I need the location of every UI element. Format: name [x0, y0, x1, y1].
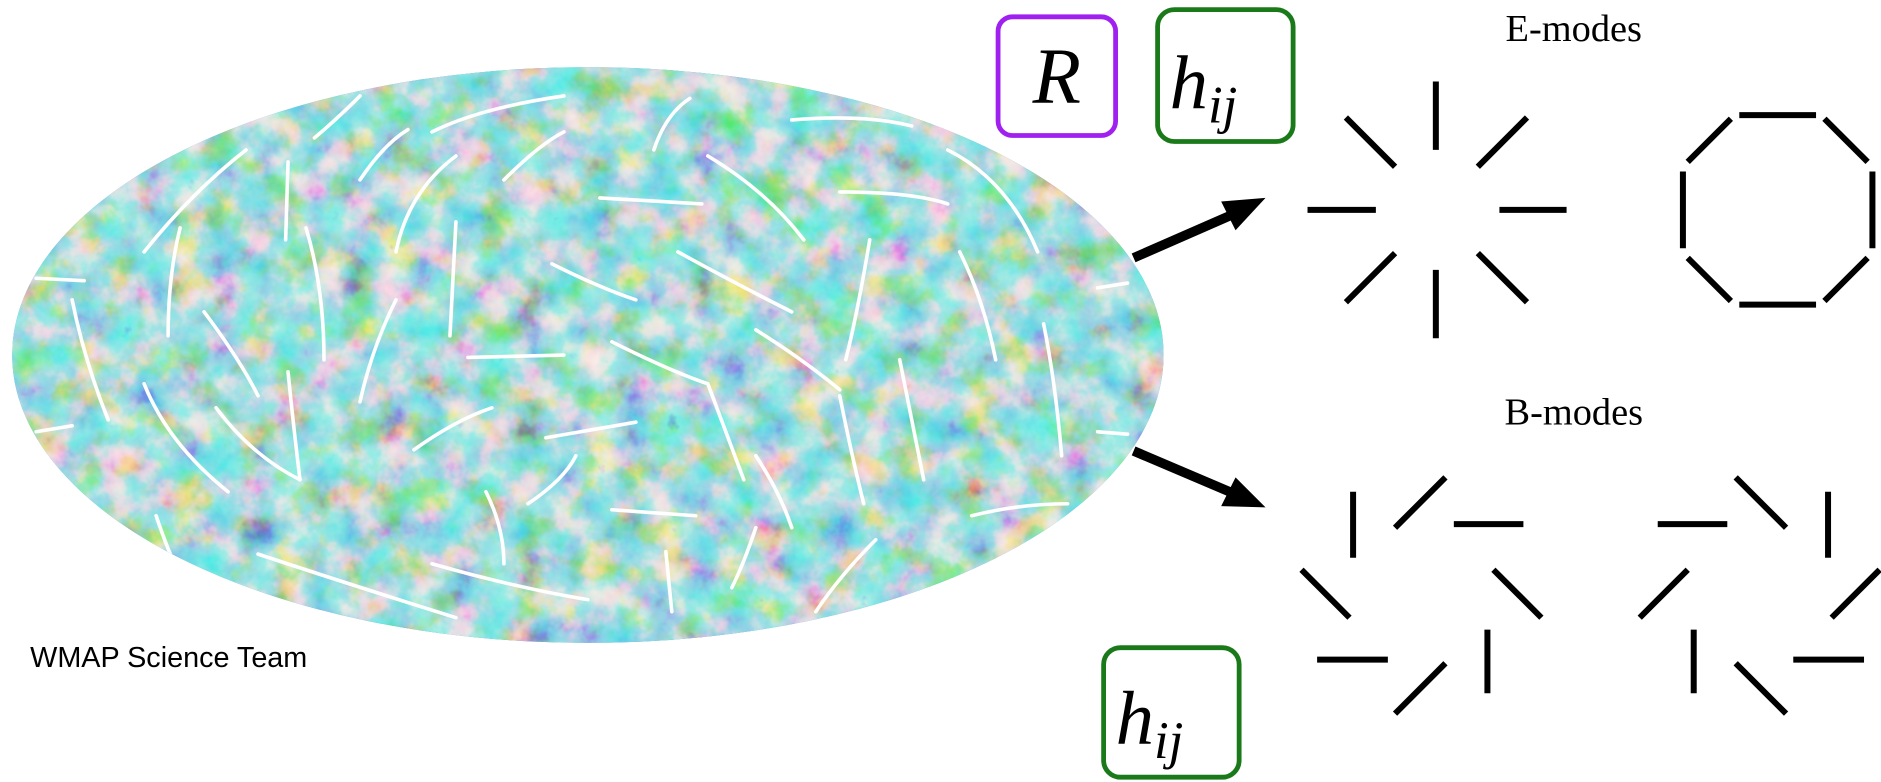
tensor-base: h: [1170, 40, 1208, 125]
e-mode-radial: [1308, 82, 1567, 339]
e-mode-tangential: [1683, 115, 1873, 305]
page: WMAP Science Team R hij hij E-modes B-mo…: [0, 0, 1881, 782]
b-modes-label: B-modes: [1504, 392, 1643, 434]
tensor-sub: ij: [1208, 76, 1237, 134]
cmb-map: [12, 67, 1163, 643]
tensor-base: h: [1116, 676, 1154, 761]
b-mode-right: [1640, 477, 1880, 713]
slide: WMAP Science Team R hij hij E-modes B-mo…: [0, 0, 1881, 782]
e-modes-label: E-modes: [1506, 8, 1642, 50]
tensor-symbol: hij: [1170, 40, 1238, 134]
credit: WMAP Science Team: [30, 642, 307, 674]
tensor-sub: ij: [1154, 712, 1183, 770]
b-mode-left: [1302, 477, 1542, 713]
scalar-symbol: R: [1032, 33, 1081, 121]
tensor-symbol: hij: [1116, 676, 1184, 770]
